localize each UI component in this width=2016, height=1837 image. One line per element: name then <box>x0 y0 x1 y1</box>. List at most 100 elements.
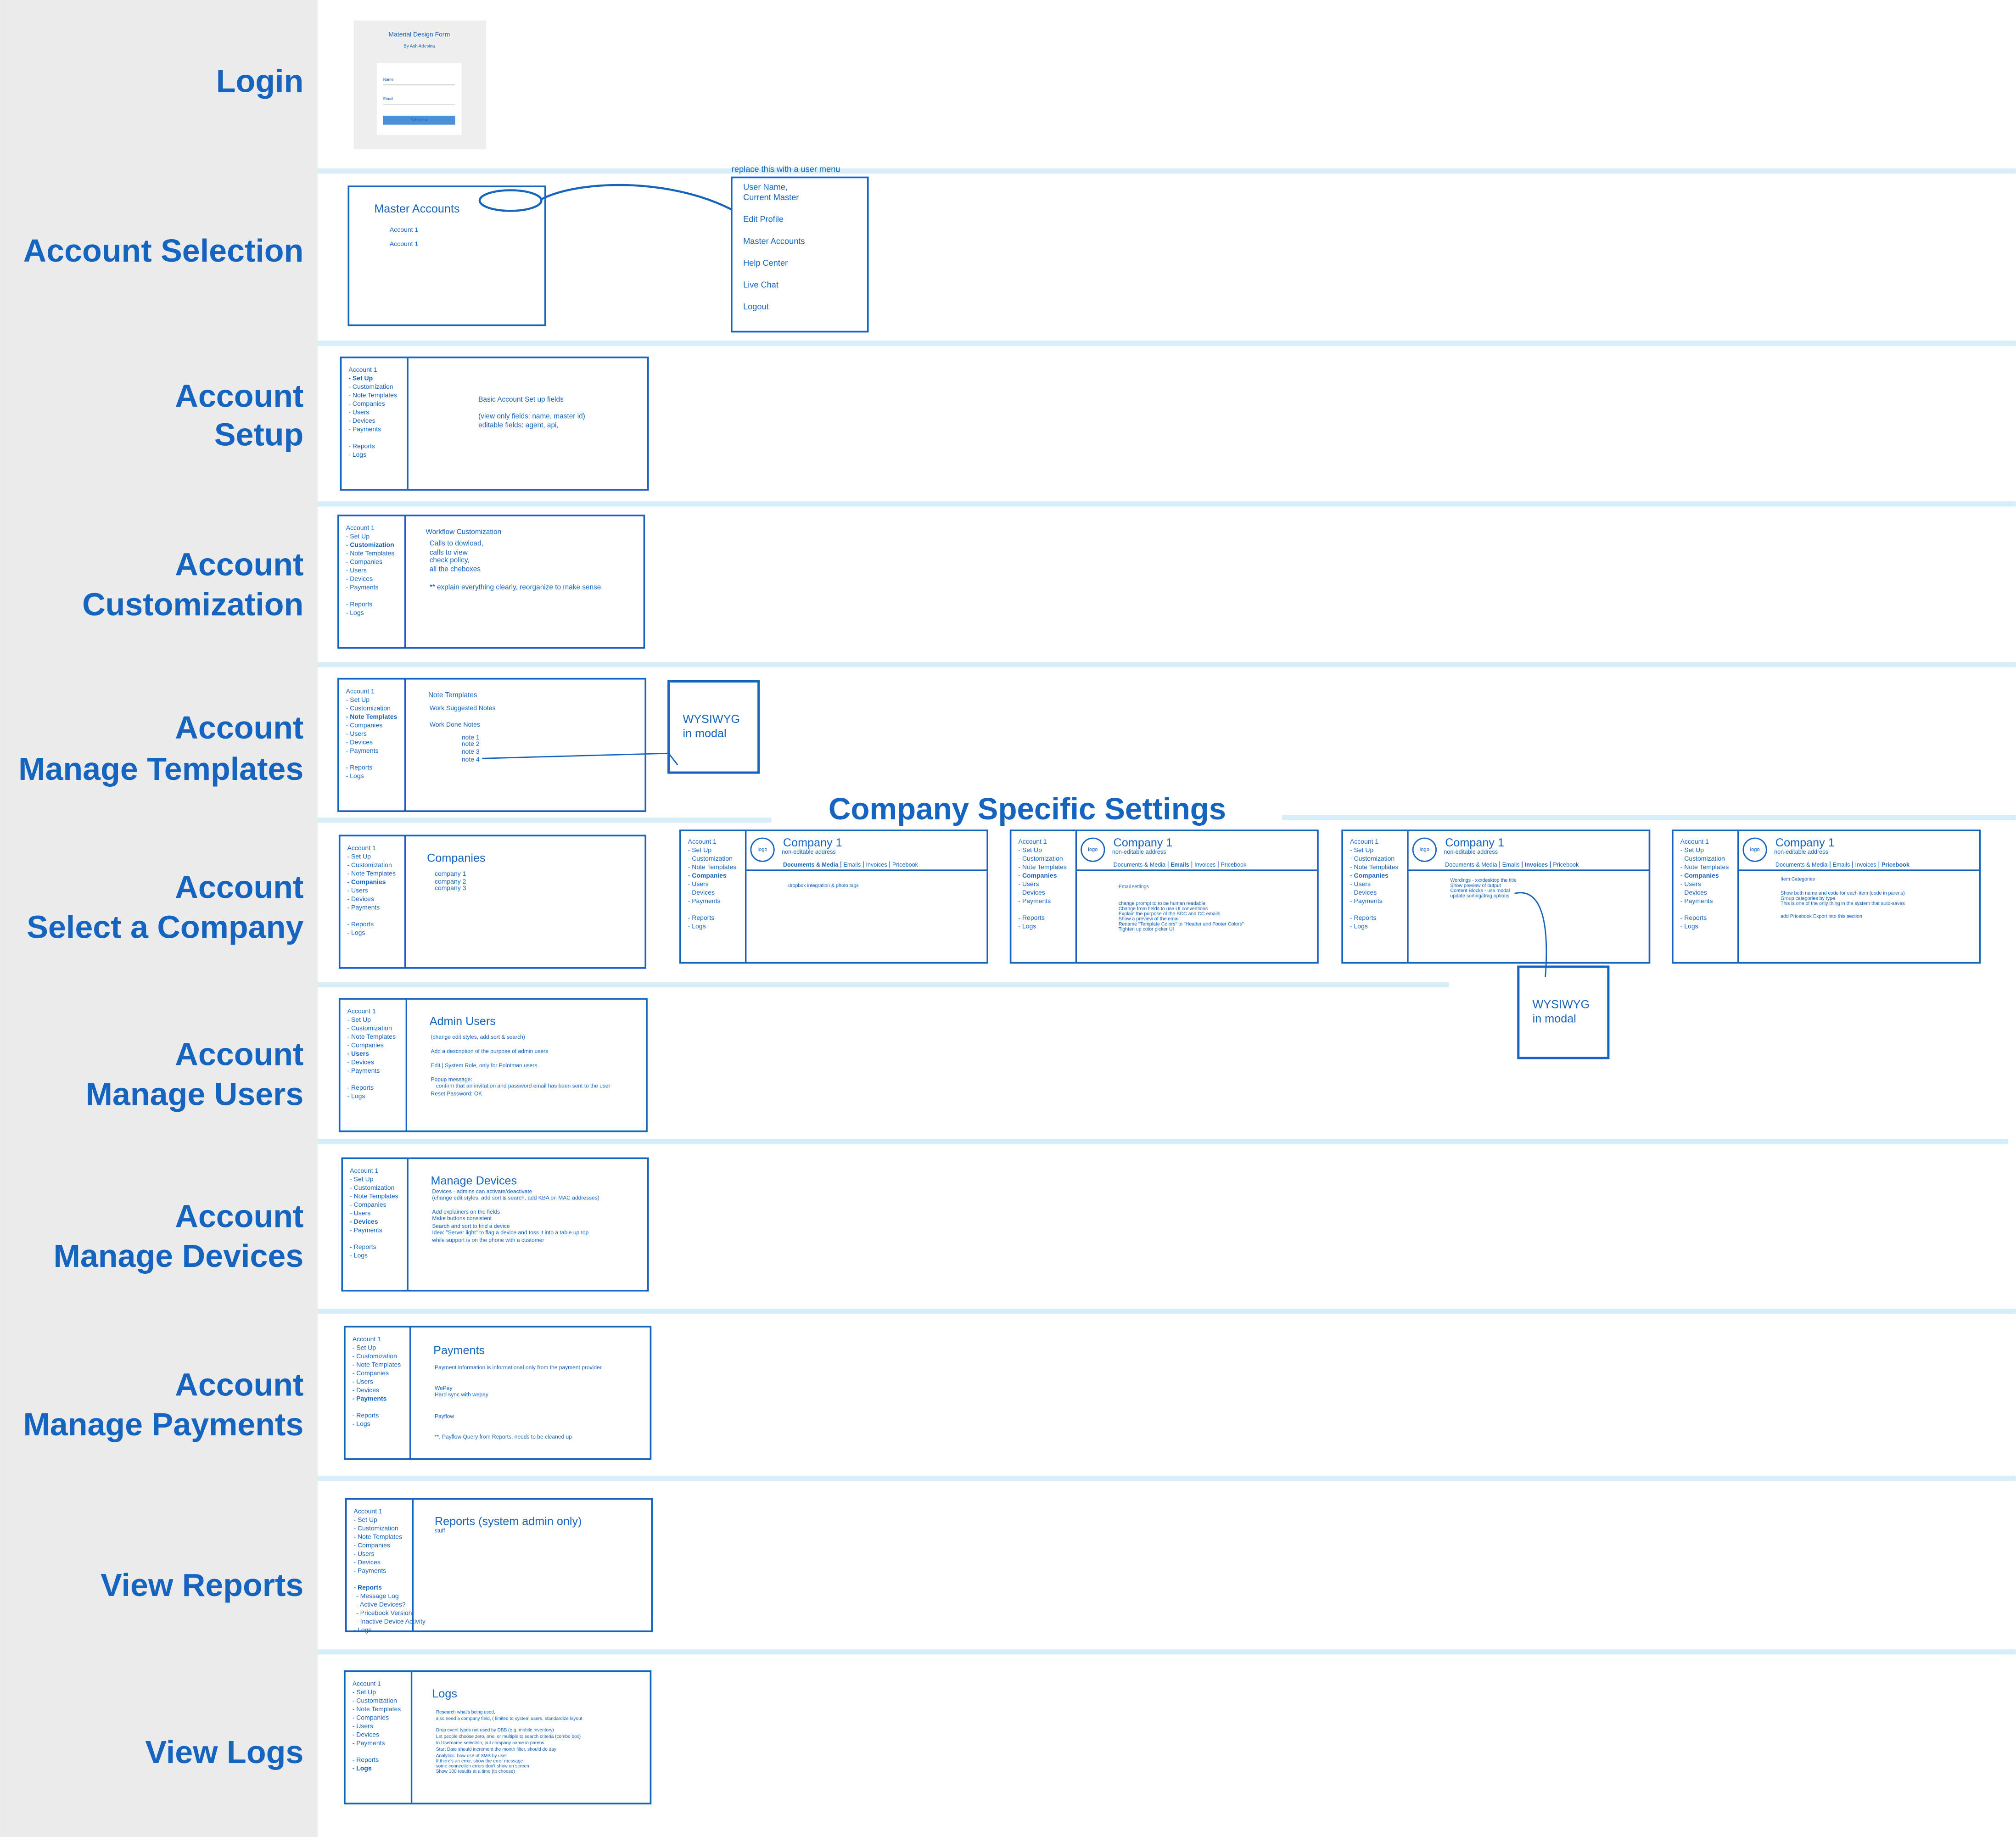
nav-item[interactable]: - Users <box>346 566 367 574</box>
nav-item[interactable]: - Set Up <box>353 1344 376 1351</box>
company-tab[interactable]: Pricebook <box>1553 862 1579 868</box>
nav-item[interactable]: - Logs <box>1350 923 1368 930</box>
nav-item[interactable]: - Logs <box>347 929 365 936</box>
nav-item[interactable]: - Users <box>1018 880 1039 887</box>
nav-item[interactable]: - Customization <box>688 855 733 862</box>
login-button[interactable] <box>383 116 455 125</box>
nav-item[interactable]: - Logs <box>354 1626 372 1634</box>
nav-item[interactable]: - Logs <box>346 609 364 616</box>
nav-item[interactable]: Account 1 <box>353 1335 381 1343</box>
nav-item[interactable]: - Note Templates <box>347 870 396 877</box>
nav-item[interactable]: - Users <box>353 1378 373 1385</box>
nav-item[interactable]: - Payments <box>347 1067 380 1074</box>
menu-item[interactable]: Master Accounts <box>743 236 805 246</box>
nav-item[interactable]: - Set Up <box>688 846 712 854</box>
nav-item[interactable]: - Companies <box>1350 872 1389 879</box>
nav-item[interactable]: - Set Up <box>350 1175 374 1182</box>
nav-item[interactable]: - Devices <box>353 1731 379 1738</box>
nav-item[interactable]: - Logs <box>353 1764 372 1772</box>
nav-item[interactable]: - Users <box>353 1722 373 1730</box>
nav-item[interactable]: - Devices <box>347 1059 374 1066</box>
nav-item[interactable]: - Logs <box>1018 923 1036 930</box>
nav-item[interactable]: - Devices <box>346 575 373 582</box>
nav-item[interactable]: - Users <box>348 409 369 416</box>
company-tab[interactable]: Documents & Media <box>1114 862 1165 868</box>
nav-item[interactable]: - Payments <box>353 1739 385 1747</box>
nav-item[interactable]: - Devices <box>346 738 373 745</box>
nav-item[interactable]: - Set Up <box>1350 846 1374 854</box>
nav-item[interactable]: Account 1 <box>346 524 375 532</box>
nav-item[interactable]: - Set Up <box>346 696 370 703</box>
nav-item[interactable]: - Companies <box>1018 872 1057 879</box>
nav-item[interactable]: - Customization <box>1018 855 1063 862</box>
nav-item[interactable]: - Payments <box>347 903 380 911</box>
nav-item[interactable]: - Set Up <box>348 375 373 382</box>
nav-item[interactable]: - Companies <box>348 400 385 407</box>
nav-item[interactable]: - Payments <box>1350 897 1383 904</box>
nav-item[interactable]: Account 1 <box>1350 838 1378 845</box>
nav-item[interactable]: - Logs <box>347 1092 365 1099</box>
nav-item[interactable]: - Devices <box>1680 889 1707 896</box>
nav-item[interactable]: - Set Up <box>354 1516 378 1523</box>
nav-item[interactable]: - Reports <box>348 442 375 449</box>
nav-item[interactable]: - Customization <box>353 1697 397 1704</box>
nav-item[interactable]: Account 1 <box>347 844 376 851</box>
nav-item[interactable]: - Devices <box>353 1386 379 1394</box>
nav-item[interactable]: - Users <box>347 886 368 894</box>
nav-item[interactable]: - Note Templates <box>1018 863 1067 871</box>
nav-item[interactable]: - Payments <box>1018 897 1051 904</box>
nav-item[interactable]: - Payments <box>354 1567 386 1574</box>
nav-item[interactable]: - Note Templates <box>688 863 737 871</box>
nav-item[interactable]: - Note Templates <box>353 1361 401 1368</box>
nav-item[interactable]: - Reports <box>347 1084 374 1091</box>
menu-item[interactable]: User Name, <box>743 183 788 192</box>
company-tab[interactable]: Pricebook <box>1882 862 1910 868</box>
company-tab[interactable]: Documents & Media <box>783 862 839 868</box>
nav-item[interactable]: - Note Templates <box>354 1533 403 1540</box>
nav-item[interactable]: - Set Up <box>353 1688 376 1696</box>
company-tab[interactable]: Invoices <box>1194 862 1215 868</box>
nav-subitem[interactable]: - Active Devices? <box>356 1601 406 1608</box>
menu-item[interactable]: Help Center <box>743 258 788 268</box>
company-tab[interactable]: Emails <box>1833 862 1850 868</box>
nav-item[interactable]: - Reports <box>354 1584 382 1591</box>
nav-item[interactable]: - Users <box>354 1550 375 1557</box>
nav-item[interactable]: - Devices <box>347 895 374 902</box>
company-tab[interactable]: Invoices <box>1525 862 1548 868</box>
nav-item[interactable]: - Companies <box>346 721 382 728</box>
nav-item[interactable]: Account 1 <box>688 838 717 845</box>
nav-item[interactable]: - Devices <box>1350 889 1377 896</box>
nav-item[interactable]: - Set Up <box>1680 846 1704 854</box>
nav-item[interactable]: - Companies <box>1680 872 1719 879</box>
nav-item[interactable]: - Payments <box>353 1395 387 1402</box>
nav-item[interactable]: Account 1 <box>354 1507 382 1515</box>
nav-item[interactable]: - Payments <box>688 897 721 904</box>
company-tab[interactable]: Invoices <box>866 862 887 868</box>
company-tab[interactable]: Documents & Media <box>1445 862 1497 868</box>
nav-item[interactable]: - Devices <box>354 1558 381 1566</box>
nav-item[interactable]: - Users <box>1350 880 1371 887</box>
nav-item[interactable]: - Customization <box>346 541 394 549</box>
nav-item[interactable]: - Reports <box>353 1756 379 1764</box>
nav-item[interactable]: - Note Templates <box>346 549 395 557</box>
nav-item[interactable]: - Users <box>1680 880 1701 887</box>
company-tab[interactable]: Emails <box>843 862 861 868</box>
nav-item[interactable]: - Note Templates <box>1350 863 1399 871</box>
nav-item[interactable]: - Users <box>346 730 367 737</box>
nav-item[interactable]: - Customization <box>1350 855 1394 862</box>
nav-item[interactable]: - Companies <box>347 878 386 885</box>
company-tab[interactable]: Invoices <box>1855 862 1876 868</box>
nav-item[interactable]: - Logs <box>1680 923 1698 930</box>
nav-item[interactable]: Account 1 <box>347 1008 376 1015</box>
company-tab[interactable]: Documents & Media <box>1775 862 1827 868</box>
nav-item[interactable]: Account 1 <box>1680 838 1709 845</box>
nav-item[interactable]: - Companies <box>347 1042 384 1049</box>
nav-item[interactable]: - Customization <box>354 1524 398 1532</box>
nav-item[interactable]: - Companies <box>353 1714 389 1721</box>
nav-item[interactable]: - Companies <box>354 1541 390 1549</box>
nav-item[interactable]: - Companies <box>350 1201 386 1208</box>
nav-item[interactable]: - Logs <box>350 1252 368 1259</box>
nav-item[interactable]: - Logs <box>348 451 366 458</box>
nav-item[interactable]: - Customization <box>350 1184 394 1191</box>
nav-item[interactable]: - Note Templates <box>348 392 397 399</box>
